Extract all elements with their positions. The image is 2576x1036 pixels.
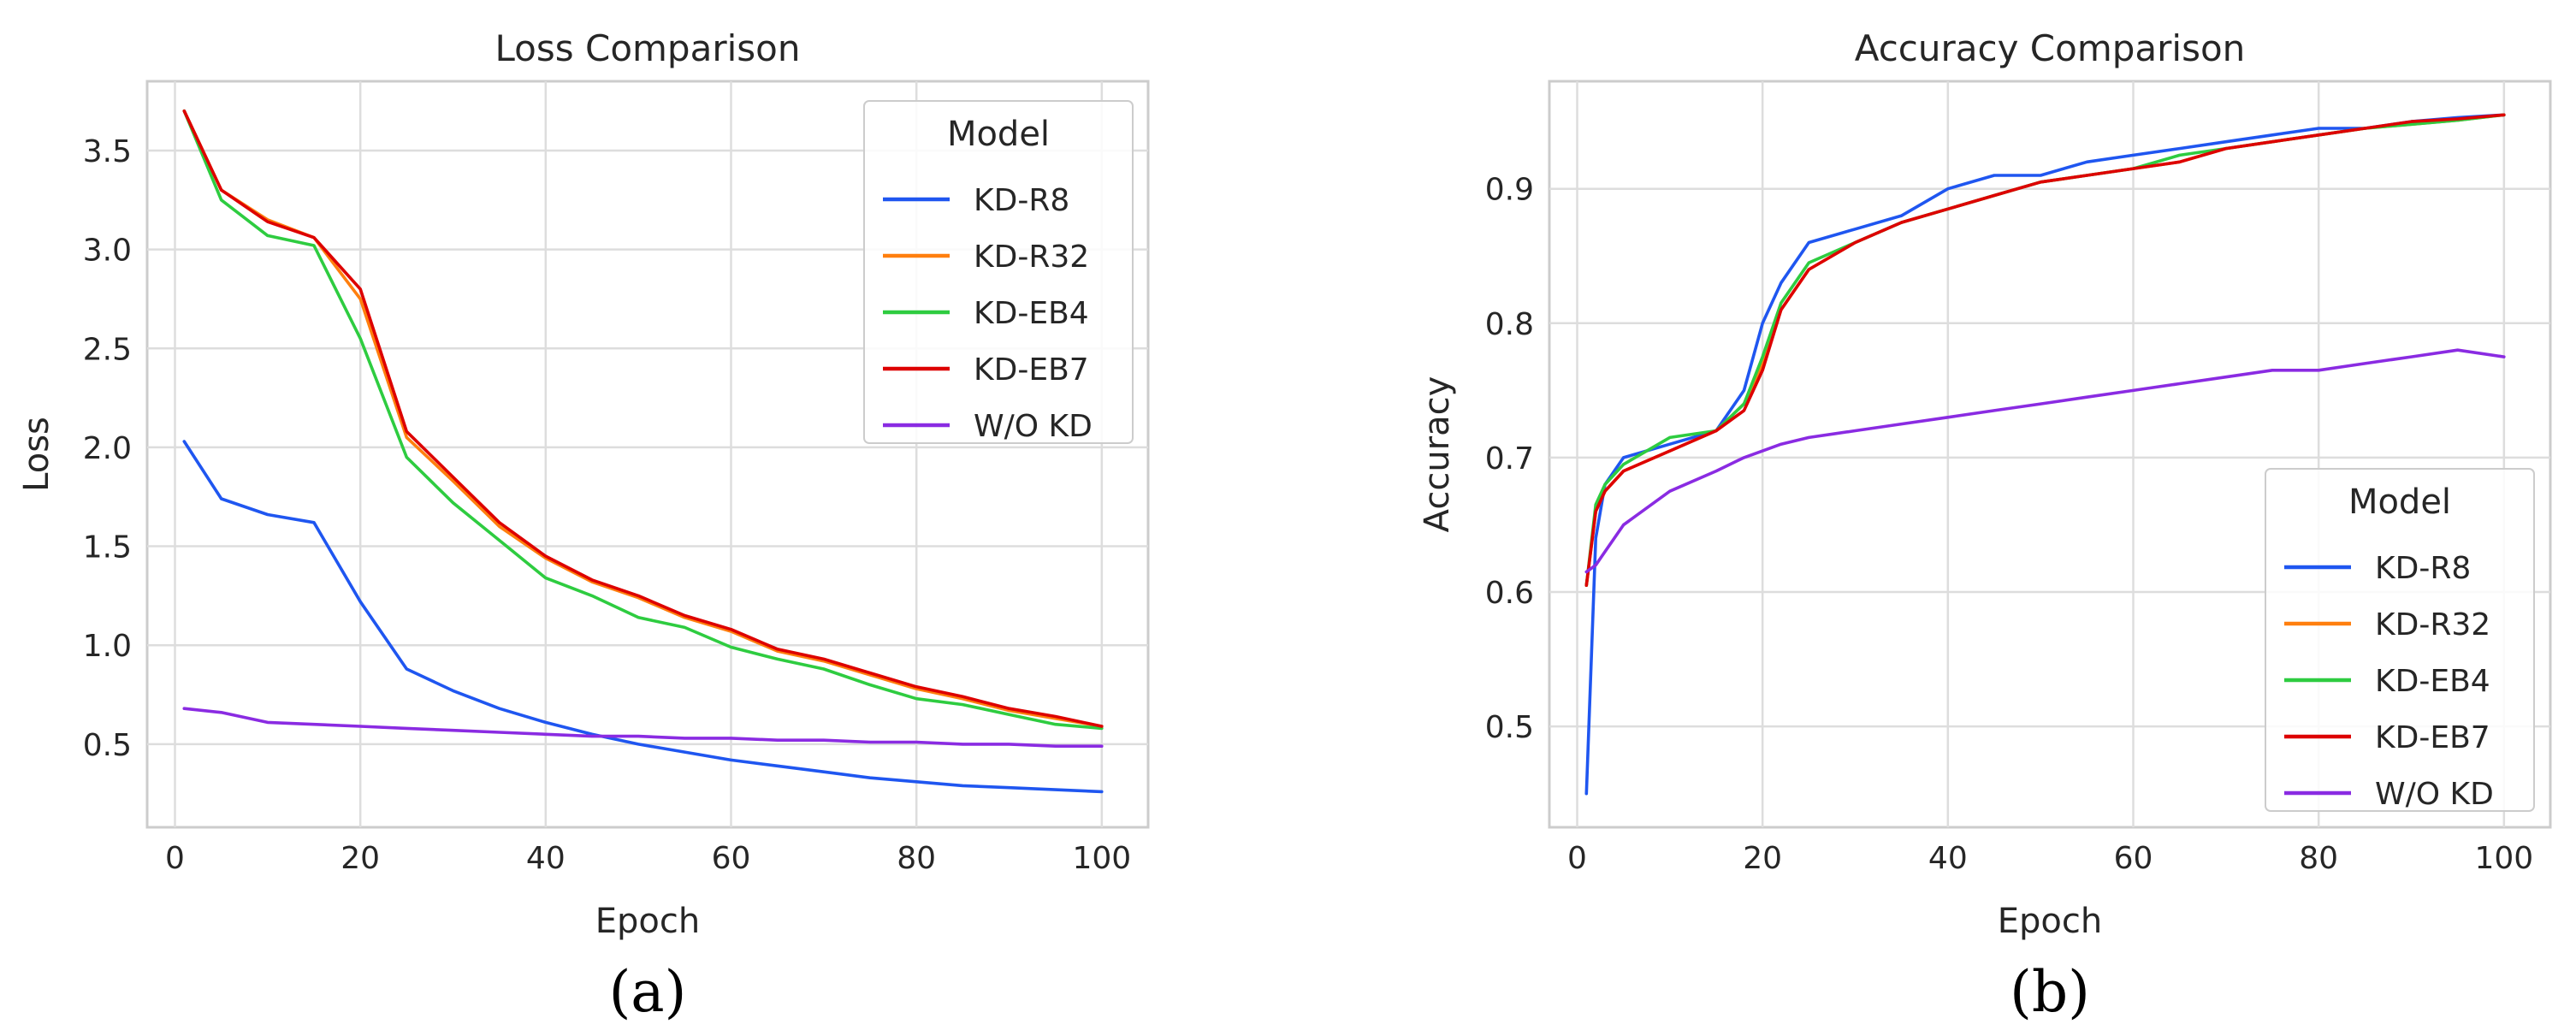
y-axis-label: Accuracy — [1418, 376, 1457, 533]
x-tick-label: 0 — [1567, 841, 1587, 876]
x-tick-label: 100 — [1072, 841, 1131, 876]
y-tick-label: 1.0 — [83, 629, 132, 664]
series-lines — [182, 109, 1104, 794]
panel-label: (b) — [2010, 959, 2090, 1025]
series-line-kd-r8 — [1584, 113, 2506, 796]
x-tick-label: 80 — [897, 841, 936, 876]
y-tick-label: 2.0 — [83, 431, 132, 466]
legend: Model KD-R8 KD-R32 KD-EB4 KD-EB7 W/O KD — [2265, 468, 2535, 812]
x-axis-label: Epoch — [1998, 902, 2102, 941]
legend-label-kd-eb7: KD-EB7 — [974, 352, 1089, 388]
legend-label-w-o-kd: W/O KD — [974, 409, 1093, 444]
y-tick-labels: 0.5 1.0 1.5 2.0 2.5 3.0 3.5 — [83, 134, 132, 763]
y-tick-label: 0.9 — [1485, 173, 1534, 208]
x-tick-label: 0 — [165, 841, 185, 876]
legend-label-w-o-kd: W/O KD — [2375, 777, 2494, 812]
legend-box — [863, 100, 1134, 444]
legend-label-kd-eb4: KD-EB4 — [2375, 664, 2490, 699]
y-tick-label: 0.8 — [1485, 307, 1534, 342]
y-tick-label: 3.5 — [83, 134, 132, 169]
x-tick-label: 40 — [1928, 841, 1968, 876]
x-tick-label: 60 — [2114, 841, 2153, 876]
y-tick-label: 0.5 — [83, 728, 132, 763]
series-lines — [1584, 113, 2506, 796]
accuracy-chart: Accuracy Comparison 0 20 40 60 80 100 0.50.60… — [1418, 27, 2552, 1025]
y-tick-labels: 0.5 0.6 0.7 0.8 0.9 — [1485, 173, 1534, 745]
series-line-kd-r8 — [182, 440, 1104, 794]
legend-label-kd-r32: KD-R32 — [974, 240, 1089, 275]
x-tick-labels: 0 20 40 60 80 100 — [1567, 841, 2533, 876]
chart-title: Loss Comparison — [495, 27, 801, 69]
legend-label-kd-r32: KD-R32 — [2375, 607, 2490, 642]
x-tick-label: 40 — [526, 841, 566, 876]
legend: Model KD-R8 KD-R32 KD-EB4 KD-EB7 W/O KD — [863, 100, 1134, 444]
series-line-kd-eb7 — [182, 109, 1104, 728]
series-line-kd-eb4 — [182, 109, 1104, 731]
legend-label-kd-eb7: KD-EB7 — [2375, 720, 2490, 755]
series-line-w-o-kd — [182, 707, 1104, 749]
legend-label-kd-r8: KD-R8 — [974, 183, 1069, 218]
y-tick-label: 0.6 — [1485, 576, 1534, 611]
x-tick-label: 80 — [2299, 841, 2338, 876]
y-tick-label: 0.7 — [1485, 441, 1534, 477]
legend-label-kd-r8: KD-R8 — [2375, 551, 2471, 586]
x-tick-label: 100 — [2474, 841, 2533, 876]
loss-chart: Loss Comparison 0 20 40 60 80 100 0.5 1.0 1.5 2.… — [17, 27, 1150, 1025]
y-tick-label: 2.5 — [83, 332, 132, 367]
legend-box — [2265, 468, 2535, 812]
legend-label-kd-eb4: KD-EB4 — [974, 296, 1089, 331]
panel-label: (a) — [609, 959, 687, 1025]
series-line-kd-r32 — [182, 109, 1104, 728]
x-tick-label: 20 — [341, 841, 380, 876]
chart-title: Accuracy Comparison — [1855, 27, 2246, 69]
legend-title: Model — [2348, 482, 2451, 522]
x-tick-label: 60 — [712, 841, 751, 876]
x-tick-label: 20 — [1743, 841, 1782, 876]
series-line-kd-eb7 — [1584, 113, 2506, 588]
series-line-w-o-kd — [1584, 348, 2506, 574]
x-axis-label: Epoch — [595, 902, 700, 941]
y-tick-label: 3.0 — [83, 234, 132, 269]
grid — [147, 81, 1148, 827]
x-tick-labels: 0 20 40 60 80 100 — [165, 841, 1131, 876]
legend-title: Model — [947, 115, 1050, 154]
y-tick-label: 1.5 — [83, 530, 132, 565]
y-tick-label: 0.5 — [1485, 710, 1534, 745]
y-axis-label: Loss — [17, 417, 56, 492]
